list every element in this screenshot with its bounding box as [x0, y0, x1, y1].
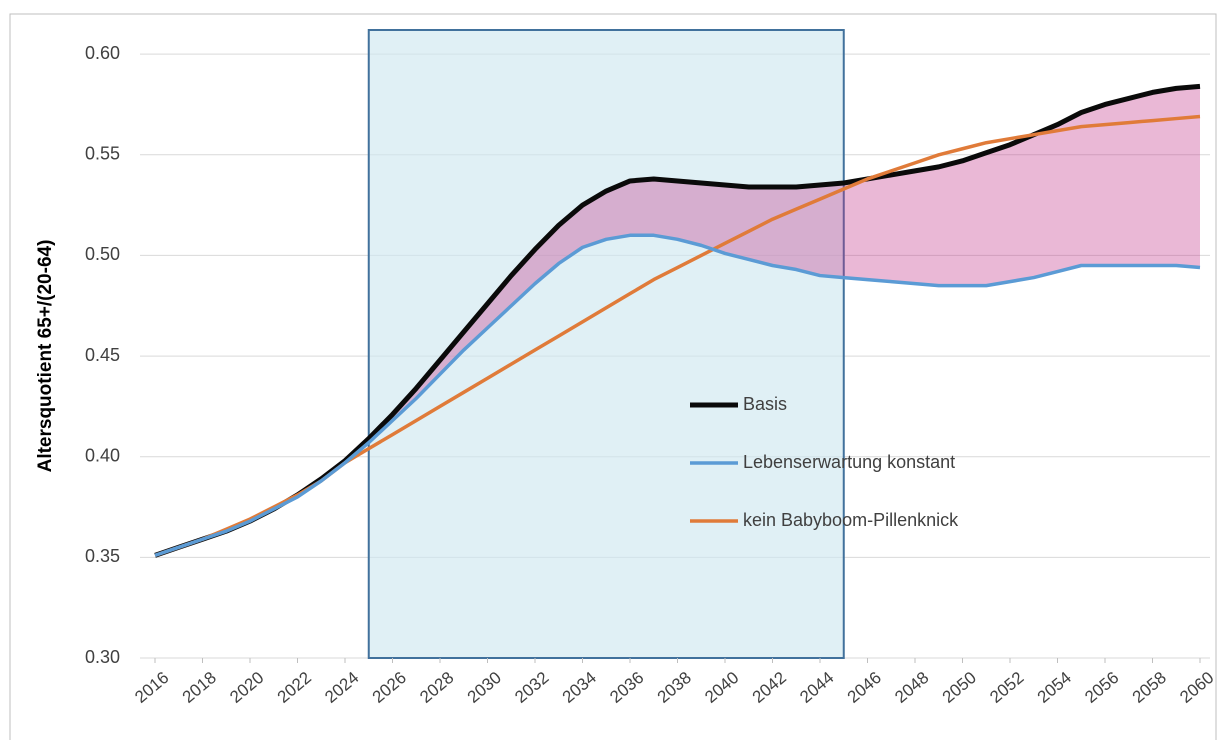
- x-tick-label: 2020: [226, 668, 267, 707]
- legend-label: kein Babyboom-Pillenknick: [743, 510, 959, 530]
- chart-frame: [9, 13, 1217, 740]
- series-line: [154, 233, 1201, 558]
- difference-area: [155, 86, 1200, 556]
- y-tick-label: 0.30: [85, 647, 120, 667]
- x-tick-label: 2038: [654, 668, 695, 707]
- x-tick-label: 2030: [464, 668, 505, 707]
- y-tick-label: 0.40: [85, 445, 120, 465]
- x-tick-label: 2026: [369, 668, 410, 707]
- highlight-region: [367, 29, 845, 659]
- legend-label: Lebenserwartung konstant: [743, 452, 955, 472]
- x-tick-label: 2052: [986, 668, 1027, 707]
- x-tick-label: 2024: [321, 668, 362, 707]
- y-tick-label: 0.60: [85, 43, 120, 63]
- x-tick-label: 2018: [179, 668, 220, 707]
- y-tick-label: 0.45: [85, 345, 120, 365]
- x-tick-label: 2036: [606, 668, 647, 707]
- x-tick-label: 2016: [131, 668, 172, 707]
- y-tick-label: 0.50: [85, 244, 120, 264]
- x-tick-label: 2048: [891, 668, 932, 707]
- y-tick-label: 0.35: [85, 546, 120, 566]
- x-tick-label: 2046: [844, 668, 885, 707]
- x-tick-label: 2040: [701, 668, 742, 707]
- x-tick-label: 2044: [796, 668, 837, 707]
- x-tick-label: 2022: [274, 668, 315, 707]
- x-tick-label: 2050: [939, 668, 980, 707]
- legend-label: Basis: [743, 394, 787, 414]
- y-tick-label: 0.55: [85, 144, 120, 164]
- x-tick-label: 2034: [559, 668, 600, 707]
- x-tick-label: 2058: [1129, 668, 1170, 707]
- x-tick-label: 2042: [749, 668, 790, 707]
- x-tick-label: 2028: [416, 668, 457, 707]
- x-tick-label: 2056: [1081, 668, 1122, 707]
- x-tick-label: 2060: [1176, 668, 1217, 707]
- x-tick-label: 2054: [1034, 668, 1075, 707]
- y-axis-label: Altersquotient 65+/(20-64): [35, 240, 56, 473]
- x-tick-label: 2032: [511, 668, 552, 707]
